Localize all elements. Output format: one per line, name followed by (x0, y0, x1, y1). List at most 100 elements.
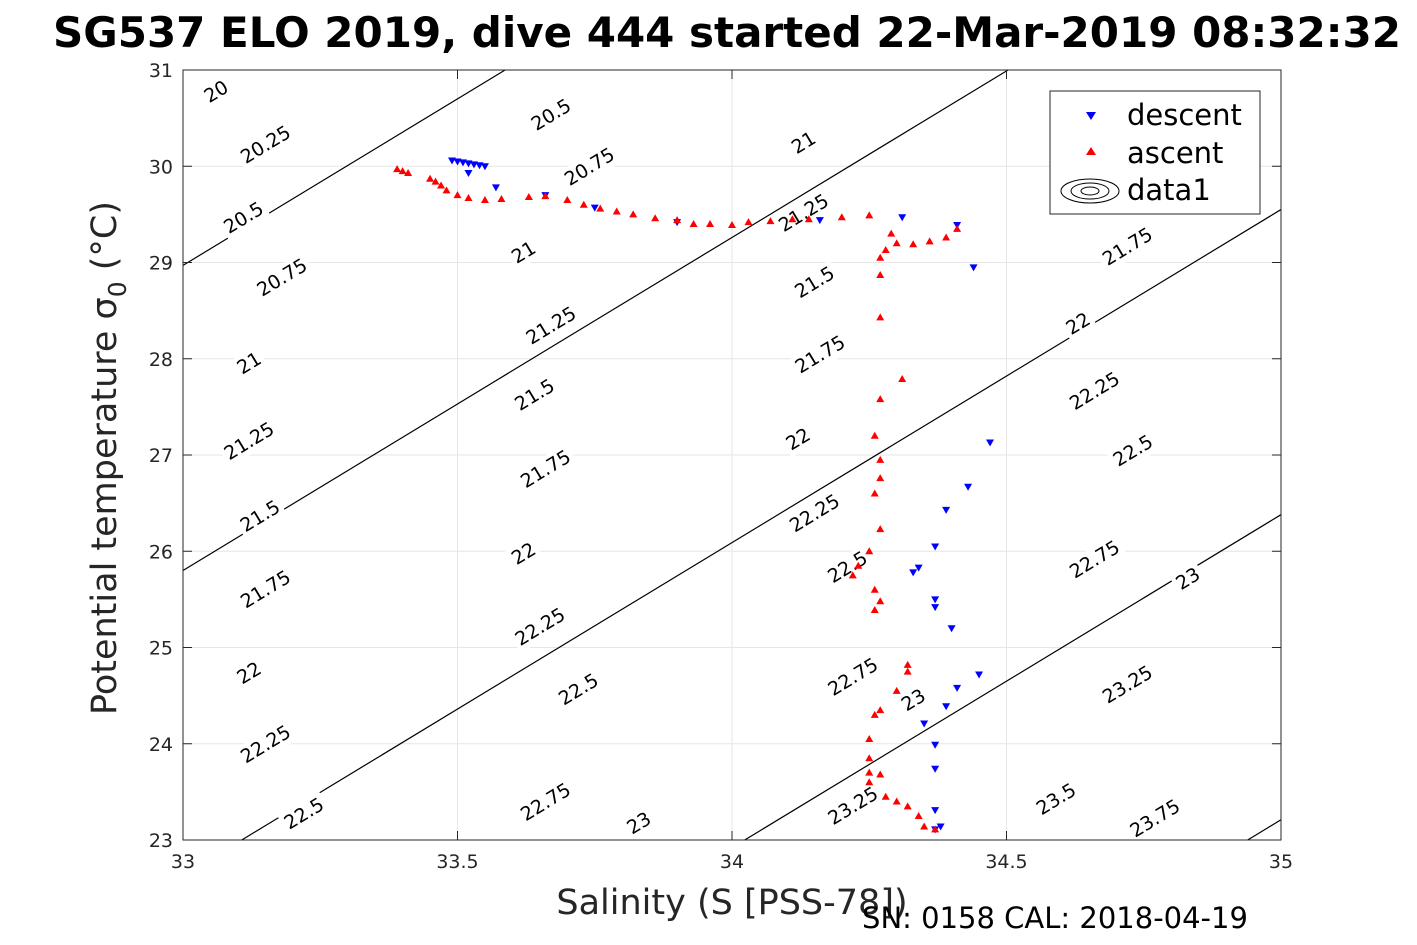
descent-point (936, 823, 945, 831)
ascent-point (689, 220, 698, 227)
ascent-point (442, 186, 451, 194)
isopycnal-label-bg (504, 234, 544, 271)
calibration-footer: SN: 0158 CAL: 2018-04-19 (862, 901, 1248, 935)
ascent-point (903, 802, 912, 810)
ascent-point (612, 207, 621, 215)
data-series (393, 157, 995, 834)
descent-point (942, 703, 951, 711)
isopycnal-label-bg (513, 443, 578, 496)
descent-point (975, 671, 984, 679)
y-tick-label: 29 (149, 253, 173, 275)
descent-point (931, 543, 940, 551)
isopycnal-label-bg (197, 73, 236, 111)
legend-ascent-marker (1086, 147, 1096, 155)
y-tick-label: 25 (149, 638, 173, 660)
ascent-point (870, 605, 879, 613)
isopycnal-label-bg (1095, 659, 1160, 711)
descent-point (464, 169, 473, 177)
ascent-point (404, 168, 413, 176)
legend-ascent-label: ascent (1127, 136, 1223, 170)
y-axis-label: Potential temperature σ0 (°C) (85, 201, 132, 715)
ascent-point (706, 220, 715, 227)
isopycnal-label-bg (620, 805, 659, 842)
ascent-point (865, 211, 874, 219)
isopycnal-label-bg (233, 563, 298, 616)
isopycnal-label-bg (217, 415, 282, 468)
isopycnal-label-bg (787, 259, 842, 306)
isopycnal-label-bg (233, 119, 298, 171)
ascent-point (804, 215, 813, 223)
descent-point (947, 625, 956, 633)
ascent-point (865, 778, 874, 786)
ascent-point (931, 825, 940, 833)
y-tick-label: 24 (149, 734, 173, 756)
isopycnal-label-bg (217, 195, 271, 241)
x-tick-label: 34.5 (985, 851, 1027, 873)
ascent-point (876, 395, 885, 403)
y-tick-label: 26 (149, 541, 173, 563)
ascent-point (865, 768, 874, 776)
isopycnal-label-bg (1169, 560, 1208, 598)
legend-descent-marker (1086, 112, 1096, 120)
ascent-point (876, 474, 885, 482)
isopycnal-label-bg (233, 718, 298, 771)
isopycnal-label-bg (504, 535, 544, 573)
ascent-point (437, 181, 446, 189)
ascent-point (876, 525, 885, 533)
ascent-point (497, 194, 506, 202)
isopycnal-label-bg (1095, 221, 1160, 273)
x-tick-label: 33 (171, 851, 195, 873)
ascent-point (651, 214, 660, 222)
ascent-point (744, 218, 753, 226)
isopycnal-label-bg (1029, 776, 1084, 823)
ascent-point (892, 797, 901, 805)
ascent-point (892, 239, 901, 247)
ascent-point (903, 667, 912, 675)
isopycnal-label-bg (788, 328, 853, 381)
descent-point (815, 217, 824, 225)
ascent-point (876, 271, 885, 279)
ascent-point (579, 200, 588, 208)
isopycnal-label-bg (821, 780, 886, 833)
isopycnal-label-bg (1106, 428, 1161, 474)
descent-point (964, 483, 973, 491)
isopycnal-label-bg (524, 92, 579, 138)
isopycnal-label-bg (1059, 305, 1098, 343)
isopycnal-label-bg (771, 187, 836, 240)
descent-point (953, 684, 962, 692)
ascent-point (393, 165, 402, 173)
descent-point (898, 214, 907, 222)
chart-title: SG537 ELO 2019, dive 444 started 22-Mar-… (53, 8, 1401, 57)
ascent-point (876, 770, 885, 778)
ascent-point (524, 193, 533, 201)
descent-point (920, 720, 929, 728)
legend-data1-label: data1 (1127, 173, 1211, 207)
ascent-point (942, 233, 951, 241)
y-tick-label: 28 (149, 349, 173, 371)
isopycnal-label-bg (233, 493, 288, 540)
isopycnal-label-bg (820, 544, 875, 591)
descent-point (931, 765, 940, 773)
ascent-point (541, 192, 550, 200)
isopycnal-label-bg (779, 421, 818, 458)
x-axis-label: Salinity (S [PSS-78]) (556, 883, 907, 923)
y-tick-label: 27 (149, 445, 173, 467)
descent-point (909, 569, 918, 577)
ascent-point (865, 547, 874, 555)
ascent-point (865, 734, 874, 742)
isopycnal-label-bg (277, 791, 332, 837)
ascent-point (596, 204, 605, 212)
isopycnal-label-bg (894, 682, 933, 719)
ascent-point (892, 686, 901, 694)
y-tick-label: 31 (149, 60, 173, 82)
legend-descent-label: descent (1127, 98, 1242, 132)
y-tick-label: 23 (149, 830, 173, 852)
ascent-point (453, 191, 462, 199)
ascent-point (673, 216, 682, 224)
descent-point (931, 807, 940, 815)
isopycnal-label-bg (508, 372, 562, 419)
descent-point (931, 741, 940, 749)
legend: descent ascent data1 (1049, 90, 1261, 215)
ascent-point (431, 177, 440, 185)
